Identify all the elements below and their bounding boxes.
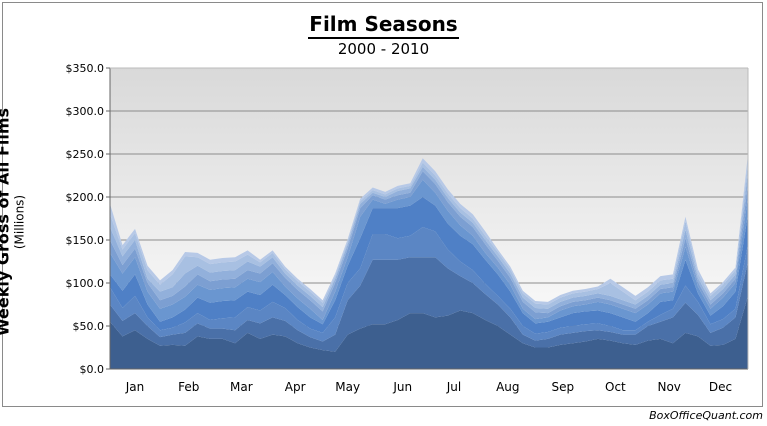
- x-tick-label-jul: Jul: [446, 380, 461, 394]
- y-tick-label: $150.0: [66, 234, 105, 247]
- x-tick-label-feb: Feb: [178, 380, 199, 394]
- chart-subtitle: 2000 - 2010: [337, 40, 430, 58]
- y-tick-label: $300.0: [66, 105, 105, 118]
- source-credit: BoxOfficeQuant.com: [649, 409, 763, 422]
- x-tick-label-may: May: [335, 380, 360, 394]
- x-tick-label-dec: Dec: [709, 380, 732, 394]
- x-tick-label-nov: Nov: [657, 380, 680, 394]
- y-tick-label: $350.0: [66, 62, 105, 75]
- x-tick-label-apr: Apr: [285, 380, 306, 394]
- x-tick-label-sep: Sep: [552, 380, 575, 394]
- y-tick-label: $250.0: [66, 148, 105, 161]
- y-tick-label: $50.0: [73, 320, 105, 333]
- x-tick-label-jun: Jun: [392, 380, 412, 394]
- y-tick-label: $200.0: [66, 191, 105, 204]
- x-tick-label-oct: Oct: [605, 380, 626, 394]
- area-series-5: [110, 179, 748, 325]
- area-series-2: [110, 257, 748, 352]
- x-tick-label-mar: Mar: [230, 380, 253, 394]
- area-series-3: [110, 227, 748, 342]
- x-tick-label-aug: Aug: [496, 380, 519, 394]
- x-tick-label-jan: Jan: [125, 380, 145, 394]
- chart-title: Film Seasons: [0, 12, 767, 39]
- y-tick-label: $100.0: [66, 277, 105, 290]
- area-series-4: [110, 197, 748, 334]
- y-tick-label: $0.0: [80, 363, 105, 376]
- area-series-1: [110, 295, 748, 369]
